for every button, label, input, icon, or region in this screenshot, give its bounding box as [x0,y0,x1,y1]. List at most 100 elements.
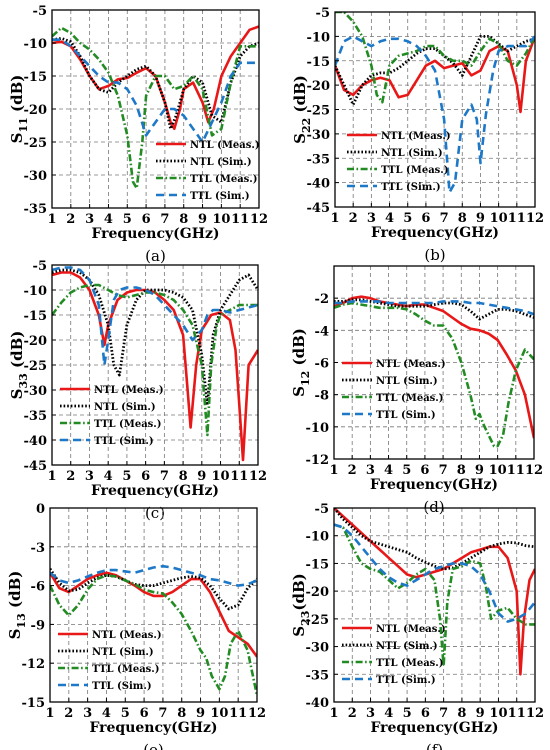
y-tick-label: -10 [24,37,48,52]
y-tick-label: -20 [24,334,48,349]
y-tick-label: -30 [307,128,331,143]
x-tick-label: 11 [230,469,248,484]
panel-label: (c) [145,504,165,522]
legend-label: NTL (Sim.) [376,641,438,652]
y-axis-label: S22 (dB) [291,75,313,144]
legend-label: TTL (Meas.) [92,664,160,675]
x-tick-label: 3 [85,469,94,484]
y-tick-label: -6 [31,580,45,595]
panel-label: (f) [426,741,443,750]
x-tick-label: 2 [348,463,357,478]
chart-panel-d: 1 2 3 4 5 6 7 8 9 10 11 12-2-4-6-8-10-12Frequency(G… [290,265,543,516]
x-tick-label: 5 [403,211,412,226]
x-tick-label: 9 [475,463,484,478]
x-tick-label: 5 [121,706,130,721]
legend-label: TTL (Meas.) [376,393,444,404]
legend: NTL (Meas.) NTL (Sim.) TTL (Meas.) TTL (Sim… [342,624,446,686]
chart-panel-f: 1 2 3 4 5 6 7 8 9 10 11 12-5-10-15-20-25-30-35-40Fr… [290,502,544,750]
legend-label: NTL (Meas.) [376,359,446,370]
x-tick-label: 10 [490,211,508,226]
x-tick-label: 6 [142,212,151,227]
x-tick-label: 5 [402,463,411,478]
x-tick-label: 1 [330,211,339,226]
x-tick-label: 7 [160,469,169,484]
y-tick-label: -45 [24,459,48,474]
panel-label: (e) [143,741,164,750]
series-line-1 [334,508,535,676]
x-tick-label: 1 [47,469,56,484]
y-tick-label: -25 [306,613,330,628]
y-tick-label: -20 [24,103,48,118]
x-axis-label: Frequency(GHz) [370,720,498,736]
y-tick-label: -9 [31,618,45,633]
y-tick-label: -35 [307,152,331,167]
x-tick-label: 3 [85,212,94,227]
panel-label: (b) [424,246,445,264]
x-tick-label: 8 [457,706,466,721]
y-tick-label: -20 [306,585,330,600]
x-tick-label: 10 [210,706,228,721]
x-tick-label: 1 [329,463,338,478]
series-line-1 [335,35,535,114]
x-tick-label: 10 [211,469,229,484]
x-tick-label: 12 [249,469,267,484]
x-tick-label: 5 [123,212,132,227]
x-tick-label: 11 [507,463,525,478]
x-tick-label: 9 [198,212,207,227]
series-line-4 [52,266,258,367]
series-line-1 [50,571,257,658]
y-tick-label: -25 [24,136,48,151]
legend-label: NTL (Sim.) [92,647,154,658]
series-line-1 [334,295,534,439]
legend-label: TTL (Meas.) [94,419,162,430]
y-tick-label: -15 [22,696,46,711]
x-tick-label: 12 [526,706,544,721]
y-tick-label: -15 [24,309,48,324]
y-tick-label: -2 [315,292,329,307]
y-tick-label: -4 [315,324,329,339]
x-tick-label: 4 [384,463,393,478]
x-tick-label: 10 [489,706,507,721]
x-tick-label: 4 [385,211,394,226]
x-tick-label: 7 [439,706,448,721]
series-line-2 [50,568,257,611]
series-line-4 [335,35,535,194]
x-tick-label: 8 [177,706,186,721]
x-tick-label: 6 [420,463,429,478]
legend-label: TTL (Sim.) [92,681,152,692]
legend-label: NTL (Sim.) [381,148,443,159]
legend: NTL (Meas.) NTL (Sim.) TTL (Meas.) TTL (Sim… [58,630,162,692]
legend: NTL (Meas.) NTL (Sim.) TTL (Meas.) TTL (Sim… [347,131,451,193]
series-line-3 [335,12,535,104]
x-tick-label: 11 [508,211,526,226]
y-tick-label: -6 [315,357,329,372]
y-tick-label: -25 [24,359,48,374]
x-tick-label: 11 [508,706,526,721]
x-axis-label: Frequency(GHz) [89,720,217,736]
x-tick-label: 6 [140,706,149,721]
series-line-2 [334,508,535,571]
y-tick-label: -5 [33,4,47,19]
chart-panel-a: 1 2 3 4 5 6 7 8 9 10 11 12-5-10-15-20-25-30-35Frequ… [8,4,268,265]
series-line-1 [52,25,259,131]
y-tick-label: -40 [306,696,330,711]
x-tick-label: 11 [229,706,247,721]
plot-frame [49,507,258,703]
panel-label: (d) [423,498,444,516]
x-tick-label: 7 [439,463,448,478]
series-line-2 [52,37,259,131]
x-axis-label: Frequency(GHz) [370,477,498,493]
x-tick-label: 3 [367,211,376,226]
x-tick-label: 3 [366,706,375,721]
series-line-1 [52,271,258,462]
x-axis-label: Frequency(GHz) [91,483,219,499]
y-tick-label: -30 [24,384,48,399]
x-tick-label: 6 [141,469,150,484]
x-tick-label: 2 [348,706,357,721]
y-tick-label: -25 [307,104,331,119]
x-tick-label: 2 [64,706,73,721]
legend-label: TTL (Sim.) [376,410,436,421]
series-line-3 [52,26,259,190]
x-tick-label: 12 [250,212,268,227]
